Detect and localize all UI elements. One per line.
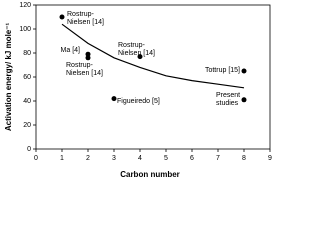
data-point	[111, 96, 117, 102]
y-tick-label: 60	[23, 74, 31, 81]
annotation: Nielsen [14]	[67, 19, 104, 26]
annotation: Rostrup-	[66, 62, 94, 69]
y-tick-label: 40	[23, 98, 31, 105]
x-tick-label: 5	[164, 155, 168, 162]
annotation: Rostrup-	[67, 11, 95, 18]
y-tick-label: 100	[19, 26, 31, 33]
x-tick-label: 9	[268, 155, 272, 162]
y-axis-label: Activation energy/ kJ mole⁻¹	[4, 23, 13, 132]
fit-curve	[61, 23, 245, 89]
y-tick-label: 120	[19, 2, 31, 9]
y-tick-label: 20	[23, 122, 31, 129]
data-point	[241, 97, 247, 103]
annotation: Figueiredo [5]	[117, 98, 160, 105]
x-tick-label: 1	[60, 155, 64, 162]
chart: Carbon number Activation energy/ kJ mole…	[4, 2, 272, 179]
x-tick-label: 6	[190, 155, 194, 162]
data-point	[241, 68, 247, 74]
x-tick-label: 7	[216, 155, 220, 162]
annotation: Nielsen [14]	[118, 50, 155, 57]
annotation: studies	[216, 100, 239, 107]
x-tick-label: 2	[86, 155, 90, 162]
x-axis-label: Carbon number	[120, 170, 180, 179]
x-tick-label: 8	[242, 155, 246, 162]
plot-frame	[35, 4, 271, 150]
annotation: Rostrup-	[118, 42, 146, 49]
annotation: Nielsen [14]	[66, 70, 103, 77]
data-point	[85, 51, 91, 57]
data-point	[137, 54, 143, 60]
annotation: Ma [4]	[61, 47, 81, 54]
x-tick-label: 4	[138, 155, 142, 162]
y-tick-label: 80	[23, 50, 31, 57]
x-tick-label: 3	[112, 155, 116, 162]
annotation: Tottrup [15]	[205, 67, 240, 74]
y-tick-label: 0	[27, 146, 31, 153]
annotation: Present	[216, 92, 240, 99]
x-tick-label: 0	[34, 155, 38, 162]
data-point	[85, 55, 91, 61]
data-point	[59, 14, 65, 20]
